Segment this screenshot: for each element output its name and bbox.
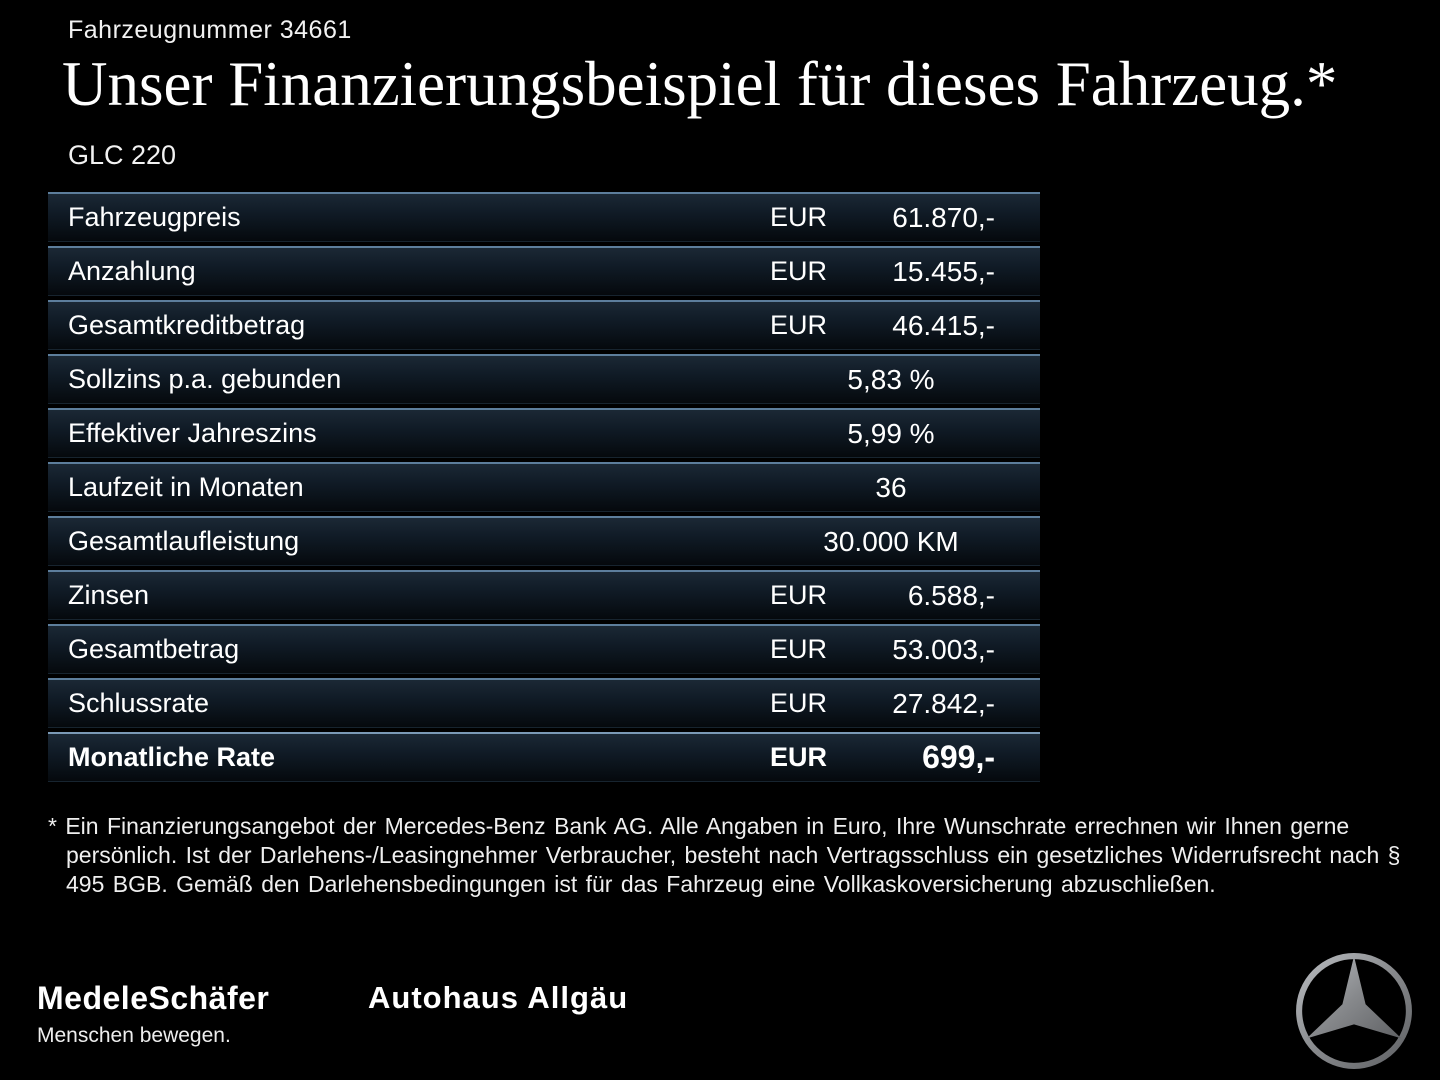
row-value: 36	[875, 471, 907, 503]
mercedes-star-icon	[1296, 953, 1412, 1069]
row-currency: EUR	[770, 202, 828, 232]
footnote-marker: *	[48, 813, 57, 839]
table-row: Gesamtbetrag EUR 53.003,-	[48, 624, 1040, 674]
row-currency: EUR	[770, 634, 828, 664]
footer: MedeleSchäfer Menschen bewegen. Autohaus…	[0, 950, 1440, 1080]
row-value: 46.415,-	[892, 309, 995, 341]
table-row: Gesamtkreditbetrag EUR 46.415,-	[48, 300, 1040, 350]
row-currency: EUR	[770, 256, 828, 286]
row-value: 30.000 KM	[823, 525, 959, 557]
table-row: Sollzins p.a. gebunden 5,83 %	[48, 354, 1040, 404]
table-row: Anzahlung EUR 15.455,-	[48, 246, 1040, 296]
row-label: Monatliche Rate	[68, 742, 276, 772]
table-row: Gesamtlaufleistung 30.000 KM	[48, 516, 1040, 566]
row-label: Gesamtbetrag	[68, 634, 240, 664]
table-row: Zinsen EUR 6.588,-	[48, 570, 1040, 620]
row-label: Anzahlung	[68, 256, 196, 286]
row-currency: EUR	[770, 580, 828, 610]
row-label: Schlussrate	[68, 688, 210, 718]
row-currency: EUR	[770, 688, 828, 718]
row-label: Laufzeit in Monaten	[68, 472, 304, 502]
row-currency: EUR	[770, 742, 828, 772]
row-value: 699,-	[922, 739, 995, 775]
row-value: 5,83 %	[847, 363, 935, 395]
page-title: Unser Finanzierungsbeispiel für dieses F…	[62, 49, 1338, 119]
row-label: Fahrzeugpreis	[68, 202, 241, 232]
footnote-text: Ein Finanzierungsangebot der Mercedes-Be…	[56, 813, 1401, 897]
dealer-tagline: Menschen bewegen.	[37, 1024, 231, 1047]
row-label: Zinsen	[68, 580, 150, 610]
row-label: Sollzins p.a. gebunden	[68, 364, 342, 394]
row-value: 6.588,-	[907, 579, 995, 611]
dealer-logo-autohaus-allgaeu: Autohaus Allgäu	[368, 980, 629, 1015]
row-label: Effektiver Jahreszins	[68, 418, 317, 448]
row-label: Gesamtkreditbetrag	[68, 310, 306, 340]
legal-footnote: * Ein Finanzierungsangebot der Mercedes-…	[48, 812, 1418, 899]
row-value: 27.842,-	[892, 687, 995, 719]
row-value: 61.870,-	[892, 201, 995, 233]
row-value: 5,99 %	[847, 417, 935, 449]
row-value: 53.003,-	[892, 633, 995, 665]
table-row: Schlussrate EUR 27.842,-	[48, 678, 1040, 728]
table-row: Fahrzeugpreis EUR 61.870,-	[48, 192, 1040, 242]
table-row-monthly-rate: Monatliche Rate EUR 699,-	[48, 732, 1040, 782]
row-currency: EUR	[770, 310, 828, 340]
dealer-logo-medele-schaefer: MedeleSchäfer	[37, 980, 270, 1016]
row-value: 15.455,-	[892, 255, 995, 287]
financing-table: Fahrzeugpreis EUR 61.870,- Anzahlung EUR…	[48, 192, 1040, 786]
vehicle-number: Fahrzeugnummer 34661	[68, 16, 352, 44]
row-label: Gesamtlaufleistung	[68, 526, 300, 556]
vehicle-model: GLC 220	[68, 140, 177, 170]
table-row: Laufzeit in Monaten 36	[48, 462, 1040, 512]
table-row: Effektiver Jahreszins 5,99 %	[48, 408, 1040, 458]
